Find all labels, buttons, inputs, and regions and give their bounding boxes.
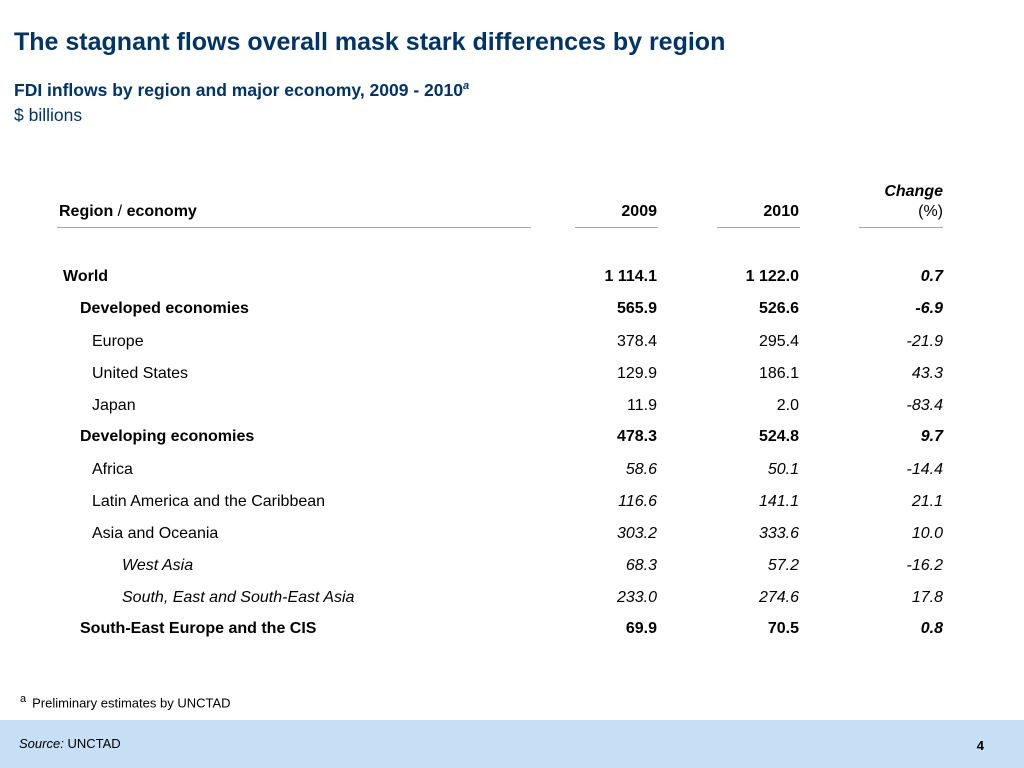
header-slash: /	[117, 203, 123, 220]
header-change-unit: (%)	[918, 203, 943, 220]
cell-2010: 186.1	[758, 365, 799, 382]
row-label: Japan	[92, 397, 136, 414]
cell-2010: 141.1	[758, 493, 799, 510]
row-label: Developed economies	[80, 300, 249, 317]
header-change: Change	[884, 183, 943, 200]
header-region-word: Region	[59, 203, 114, 220]
unit-label: $ billions	[14, 105, 83, 125]
header-economy-word: economy	[126, 203, 197, 220]
cell-2010: 70.5	[767, 620, 799, 637]
source-label: Source:	[19, 736, 64, 751]
header-divider	[57, 227, 531, 228]
row-label: Developing economies	[80, 428, 255, 445]
cell-2009: 478.3	[616, 428, 657, 445]
row-label: Latin America and the Caribbean	[92, 493, 326, 510]
table-row-west-asia: West Asia 68.3 57.2 -16.2	[0, 557, 1024, 579]
table-row-see-cis: South-East Europe and the CIS 69.9 70.5 …	[0, 620, 1024, 642]
table-row-developed: Developed economies 565.9 526.6 -6.9	[0, 300, 1024, 322]
row-label: West Asia	[122, 557, 194, 574]
cell-change: 10.0	[911, 525, 943, 542]
row-label: Asia and Oceania	[92, 525, 219, 542]
cell-change: -16.2	[906, 557, 943, 574]
cell-2009: 565.9	[616, 300, 657, 317]
row-label: South-East Europe and the CIS	[80, 620, 317, 637]
cell-2009: 11.9	[627, 397, 657, 414]
header-region: Region / economy	[59, 203, 197, 221]
footnote-text: Preliminary estimates by UNCTAD	[32, 695, 231, 711]
cell-2009: 116.6	[618, 493, 657, 510]
cell-2010: 295.4	[758, 333, 799, 350]
row-label: South, East and South-East Asia	[122, 589, 355, 606]
row-label: Europe	[92, 333, 144, 350]
cell-2010: 526.6	[758, 300, 799, 317]
cell-change: -21.9	[906, 333, 943, 350]
footnote-mark: a	[20, 693, 27, 705]
cell-2009: 58.6	[625, 461, 657, 478]
table-row-south-east-asia: South, East and South-East Asia 233.0 27…	[0, 589, 1024, 611]
cell-2009: 68.3	[625, 557, 657, 574]
cell-change: 43.3	[911, 365, 943, 382]
row-label: United States	[92, 365, 189, 382]
cell-change: 0.8	[920, 620, 943, 637]
header-2009: 2009	[621, 203, 657, 220]
source-text: UNCTAD	[67, 736, 121, 751]
cell-2009: 129.9	[616, 365, 657, 382]
table-subtitle: FDI inflows by region and major economy,…	[14, 80, 469, 101]
subtitle-text: FDI inflows by region and major economy,…	[14, 80, 463, 100]
cell-2009: 1 114.1	[604, 268, 658, 285]
source-line: Source: UNCTAD	[19, 736, 121, 751]
table-row-united-states: United States 129.9 186.1 43.3	[0, 365, 1024, 387]
table-row-world: World 1 114.1 1 122.0 0.7	[0, 268, 1024, 290]
cell-2010: 57.2	[767, 557, 799, 574]
footer-band: Source: UNCTAD 4	[0, 720, 1024, 768]
table-row-developing: Developing economies 478.3 524.8 9.7	[0, 428, 1024, 450]
row-label: Africa	[92, 461, 133, 478]
header-divider	[859, 227, 943, 228]
cell-2010: 524.8	[758, 428, 799, 445]
header-divider	[717, 227, 800, 228]
page-number: 4	[976, 738, 984, 753]
cell-change: -6.9	[915, 300, 943, 317]
table-row-europe: Europe 378.4 295.4 -21.9	[0, 333, 1024, 355]
cell-change: -14.4	[906, 461, 943, 478]
header-2010: 2010	[763, 203, 799, 220]
footnote: a Preliminary estimates by UNCTAD	[20, 693, 231, 710]
table-row-africa: Africa 58.6 50.1 -14.4	[0, 461, 1024, 483]
cell-change: 9.7	[920, 428, 943, 445]
table-row-asia-oceania: Asia and Oceania 303.2 333.6 10.0	[0, 525, 1024, 547]
table-row-latin-america: Latin America and the Caribbean 116.6 14…	[0, 493, 1024, 515]
cell-2010: 333.6	[758, 525, 799, 542]
cell-2010: 50.1	[767, 461, 799, 478]
header-divider	[575, 227, 658, 228]
cell-change: -83.4	[906, 397, 943, 414]
cell-2009: 233.0	[616, 589, 657, 606]
slide-title: The stagnant flows overall mask stark di…	[14, 28, 726, 56]
table-row-japan: Japan 11.9 2.0 -83.4	[0, 397, 1024, 419]
cell-change: 0.7	[920, 268, 943, 285]
cell-2009: 378.4	[616, 333, 657, 350]
subtitle-footnote-mark: a	[462, 80, 470, 93]
cell-2010: 1 122.0	[745, 268, 799, 285]
cell-2009: 303.2	[616, 525, 657, 542]
cell-change: 21.1	[911, 493, 943, 510]
cell-2010: 2.0	[776, 397, 799, 414]
row-label: World	[63, 268, 109, 285]
cell-2010: 274.6	[758, 589, 799, 606]
cell-2009: 69.9	[625, 620, 657, 637]
cell-change: 17.8	[911, 589, 943, 606]
